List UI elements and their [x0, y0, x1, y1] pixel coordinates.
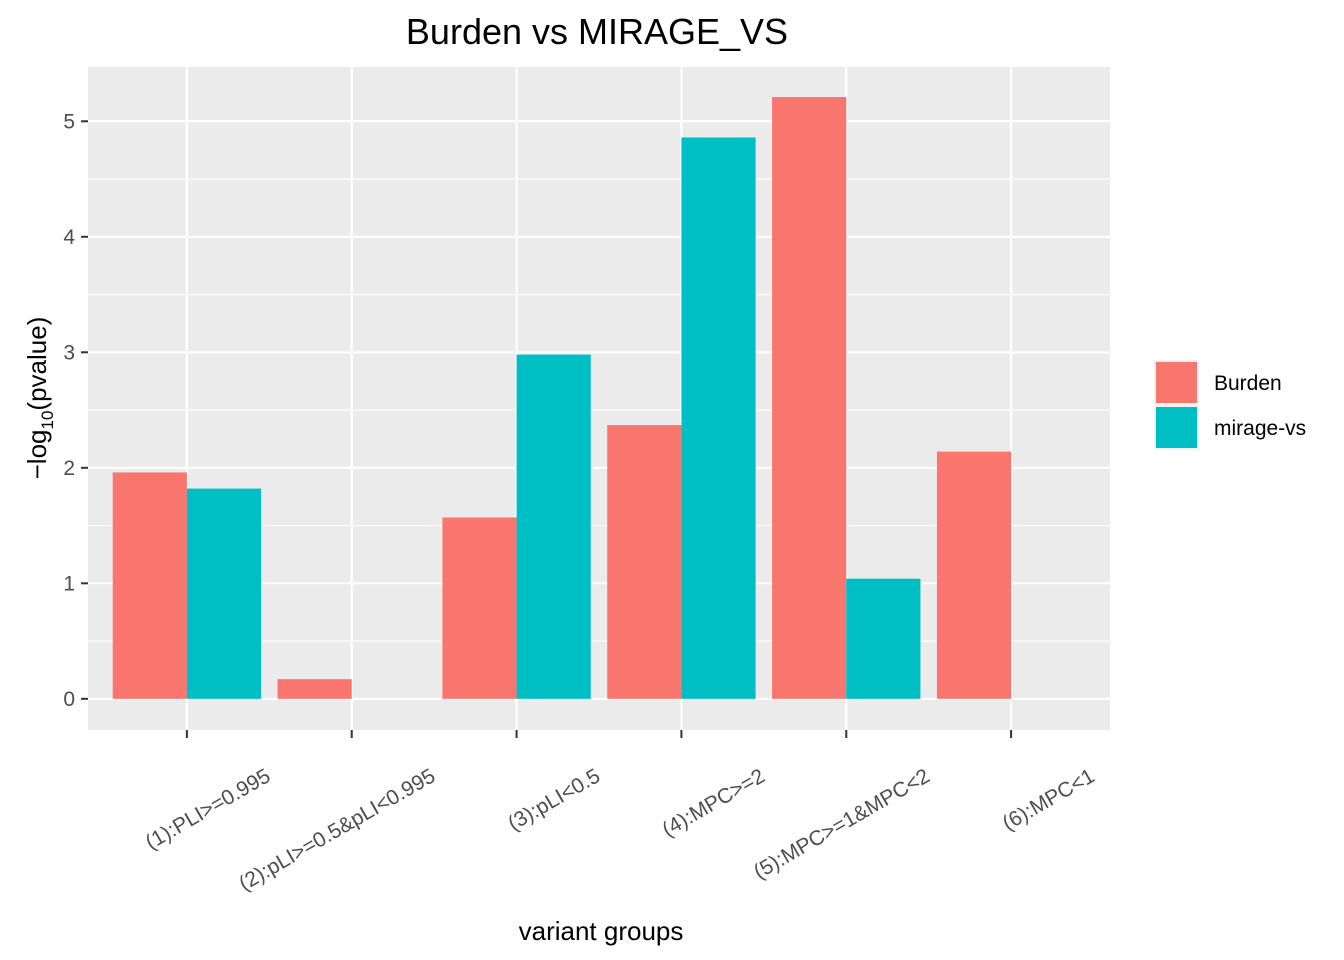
legend-swatch: [1156, 407, 1197, 448]
y-axis-title-subscript: 10: [38, 411, 57, 430]
bar: [846, 578, 921, 699]
bar: [772, 97, 847, 699]
x-tick-label: (5):MPC>=1&MPC<2: [750, 764, 934, 883]
bar: [681, 137, 756, 699]
y-axis-title-suffix: (pvalue): [22, 317, 52, 411]
bar: [112, 472, 187, 699]
y-tick-label: 2: [63, 457, 75, 480]
y-tick-label: 5: [63, 110, 75, 133]
legend: Burden mirage-vs: [1154, 360, 1306, 450]
x-axis-title: variant groups: [519, 916, 684, 946]
y-tick-label: 3: [63, 341, 75, 364]
legend-label: mirage-vs: [1214, 417, 1306, 440]
legend-swatch: [1156, 362, 1197, 403]
bar: [936, 451, 1012, 699]
bars: [112, 97, 1012, 699]
x-tick-label: (6):MPC<1: [999, 764, 1099, 835]
bar: [277, 679, 352, 699]
y-axis-title: −log10(pvalue): [22, 317, 57, 480]
bar: [186, 488, 262, 699]
x-tick-label: (4):MPC>=2: [658, 764, 769, 841]
x-tick-label: (3):pLI<0.5: [504, 764, 604, 835]
legend-label: Burden: [1214, 372, 1282, 395]
bar: [442, 517, 517, 699]
y-tick-label: 4: [63, 226, 75, 249]
bar: [516, 354, 591, 699]
y-tick-label: 0: [63, 688, 75, 711]
chart-title: Burden vs MIRAGE_VS: [406, 11, 788, 52]
y-tick-label: 1: [63, 572, 75, 595]
y-axis: 0 1 2 3 4 5: [63, 110, 88, 711]
x-axis: (1):PLI>=0.995(2):pLI>=0.5&pLI<0.995 (3):…: [142, 730, 1099, 896]
x-tick-label: (1):PLI>=0.995: [142, 764, 275, 854]
bar: [607, 425, 682, 699]
y-axis-title-prefix: −log: [22, 429, 52, 479]
